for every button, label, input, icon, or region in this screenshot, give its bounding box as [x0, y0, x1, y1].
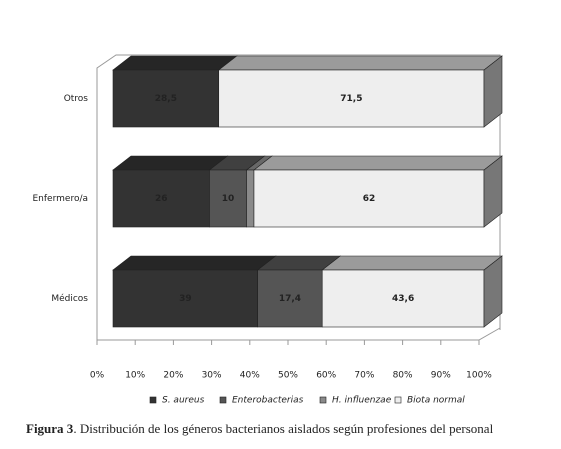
back-wall: [96, 54, 501, 340]
caption: Figura 3. Distribución de los géneros ba…: [26, 421, 494, 436]
legend-swatch: [394, 396, 402, 404]
x-tick-label: 20%: [163, 371, 183, 381]
value-label: 28,5: [155, 94, 177, 104]
value-label: 62: [363, 194, 376, 204]
x-tick-label: 10%: [125, 371, 145, 381]
x-tick-label: 30%: [202, 371, 222, 381]
bar-top: [112, 55, 238, 71]
bar: [112, 69, 220, 128]
bar-top: [217, 55, 503, 71]
value-label: 26: [155, 194, 168, 204]
x-tick-label: 50%: [278, 371, 298, 381]
y-tick-label: Enfermero/a: [33, 194, 89, 204]
bar-end: [483, 255, 503, 328]
x-tick-label: 100%: [466, 371, 492, 381]
bar: [218, 69, 485, 128]
x-tick-label: 60%: [316, 371, 336, 381]
x-tick-label: 80%: [393, 371, 413, 381]
bar: [246, 169, 255, 228]
bar: [112, 269, 258, 328]
x-tick-label: 90%: [431, 371, 451, 381]
value-label: 10: [222, 194, 235, 204]
floor: [97, 327, 501, 341]
legend-swatch: [149, 396, 157, 404]
legend-label: Biota normal: [407, 396, 465, 406]
value-label: 43,6: [392, 294, 414, 304]
bar: [321, 269, 485, 328]
legend-swatch: [219, 396, 227, 404]
bar-end: [483, 155, 503, 228]
value-label: 39: [179, 294, 192, 304]
bar-top: [112, 155, 229, 171]
bar-top: [112, 255, 277, 271]
caption-text: . Distribución de los géneros bacteriano…: [73, 421, 493, 436]
x-tick-label: 70%: [354, 371, 374, 381]
x-tick-label: 40%: [240, 371, 260, 381]
caption-label: Figura 3: [26, 421, 74, 436]
legend-label: Enterobacterias: [232, 396, 304, 406]
value-label: 17,4: [279, 294, 301, 304]
bar: [112, 169, 210, 228]
legend-swatch: [319, 396, 327, 404]
bar-top: [321, 255, 503, 271]
bar-top: [253, 155, 503, 171]
legend-label: S. aureus: [162, 396, 205, 406]
y-tick-label: Otros: [64, 94, 89, 104]
value-label: 71,5: [340, 94, 362, 104]
y-tick-label: Médicos: [51, 293, 88, 304]
bar: [253, 169, 485, 228]
bar-end: [483, 55, 503, 128]
legend-label: H. influenzae: [332, 396, 392, 406]
bar: [257, 269, 323, 328]
x-tick-label: 0%: [90, 371, 105, 381]
bar: [209, 169, 247, 228]
